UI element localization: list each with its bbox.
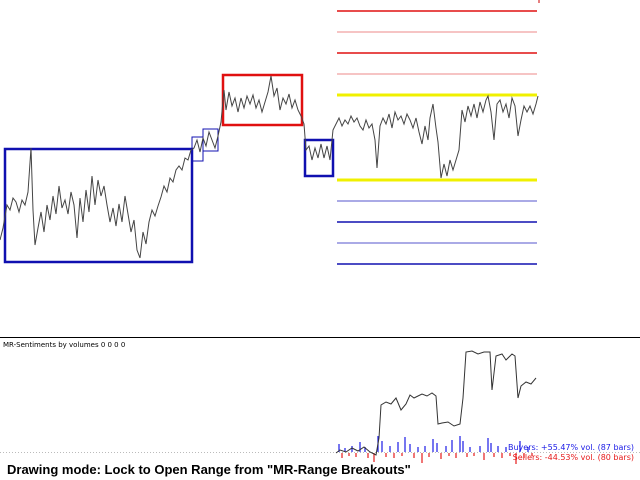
drawing-mode-status: Drawing mode: Lock to Open Range from "M…: [7, 462, 411, 477]
blue-projection-levels: [337, 200, 537, 265]
sellers-histogram: [341, 453, 533, 464]
range-box-blue-large[interactable]: [3, 147, 194, 264]
sentiment-cumulative-line: [335, 350, 537, 456]
range-box-blue-mid[interactable]: [303, 138, 335, 178]
price-line: [0, 75, 539, 259]
indicator-title: MR-Sentiments by volumes 0 0 0 0: [3, 341, 126, 349]
red-projection-levels: [337, 10, 537, 75]
status-bar: Drawing mode: Lock to Open Range from "M…: [0, 459, 640, 480]
buyers-legend: Buyers: +55.47% vol. (87 bars): [508, 443, 634, 452]
sellers-legend: Sellers: -44.53% vol. (80 bars): [512, 453, 634, 462]
range-box-blue-small-2[interactable]: [202, 128, 219, 152]
